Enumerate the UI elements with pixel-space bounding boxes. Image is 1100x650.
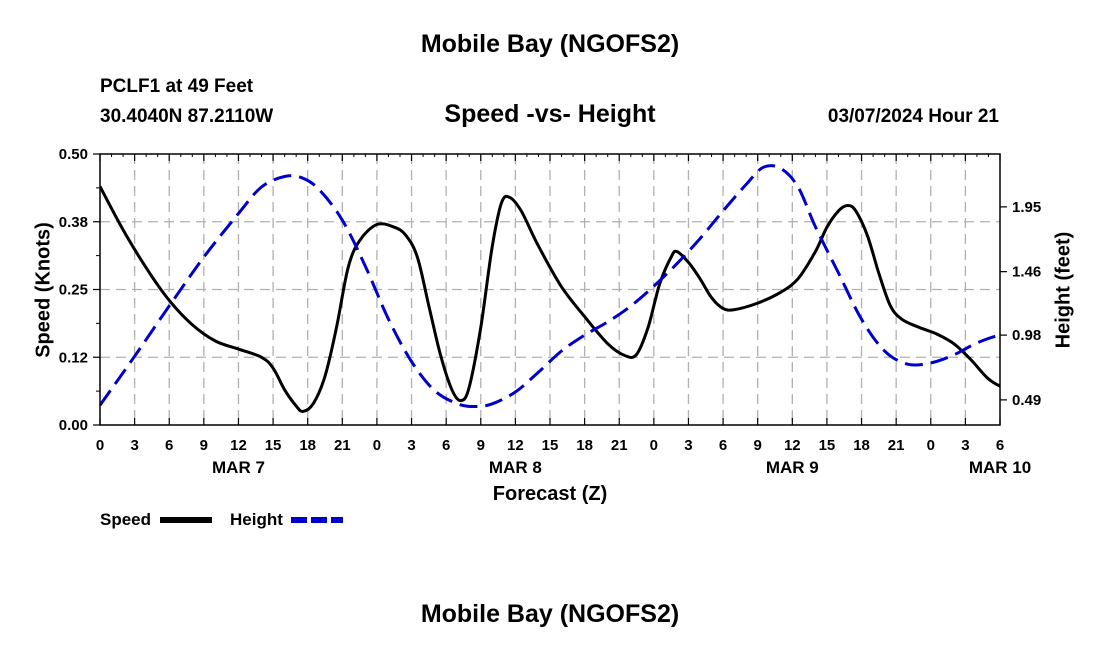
- series-group: [100, 164, 1000, 413]
- date-label: MAR 7: [212, 458, 265, 477]
- x-tick-label: 15: [542, 437, 559, 454]
- y-tick-label: 0.12: [59, 349, 88, 366]
- speed-line: [100, 185, 1000, 413]
- x-tick-label: 21: [334, 437, 351, 454]
- x-tick-label: 0: [650, 437, 658, 454]
- x-tick-label: 15: [819, 437, 836, 454]
- y-tick-label: 0.00: [59, 417, 88, 434]
- x-tick-label: 3: [130, 437, 138, 454]
- y2-tick-label: 0.49: [1012, 392, 1041, 409]
- date-label: MAR 10: [969, 458, 1031, 477]
- x-tick-label: 18: [576, 437, 593, 454]
- x-tick-label: 9: [477, 437, 485, 454]
- bottom-title: Mobile Bay (NGOFS2): [420, 600, 680, 628]
- y2-tick-label: 1.95: [1012, 199, 1041, 216]
- x-tick-label: 0: [96, 437, 104, 454]
- x-tick-label: 15: [265, 437, 282, 454]
- legend-speed-label: Speed: [100, 510, 151, 529]
- x-tick-label: 18: [853, 437, 870, 454]
- legend: Speed Height: [100, 510, 343, 529]
- x-tick-label: 12: [784, 437, 801, 454]
- x-tick-label: 9: [754, 437, 762, 454]
- grid: [100, 154, 1000, 425]
- date-label: MAR 9: [766, 458, 819, 477]
- station-label: PCLF1 at 49 Feet: [100, 76, 254, 97]
- y-axis-title: Speed (Knots): [32, 222, 54, 358]
- x-tick-label: 12: [230, 437, 247, 454]
- y2-axis-title: Height (feet): [1052, 232, 1074, 349]
- x-tick-label: 6: [442, 437, 450, 454]
- x-tick-label: 3: [407, 437, 415, 454]
- x-tick-label: 6: [996, 437, 1004, 454]
- axes: 0 3 6 9 12 15 18 21 0 3 6 9 12 15 18 21 0 3 6 9 12 15 18 21 0 3 6 0…: [59, 146, 1041, 477]
- y-tick-label: 0.38: [59, 214, 88, 231]
- x-tick-label: 12: [507, 437, 524, 454]
- x-tick-label: 21: [611, 437, 628, 454]
- x-tick-label: 3: [961, 437, 969, 454]
- x-tick-label: 6: [165, 437, 173, 454]
- y-tick-label: 0.25: [59, 282, 88, 299]
- y2-tick-label: 0.98: [1012, 327, 1041, 344]
- coords-label: 30.4040N 87.2110W: [100, 106, 274, 127]
- datetime-label: 03/07/2024 Hour 21: [827, 106, 999, 127]
- x-tick-label: 18: [299, 437, 316, 454]
- y2-tick-label: 1.46: [1012, 264, 1041, 281]
- chart-main-title: Mobile Bay (NGOFS2): [420, 30, 680, 58]
- y-tick-label: 0.50: [59, 146, 88, 163]
- legend-height-label: Height: [230, 510, 283, 529]
- chart-subtitle: Speed -vs- Height: [444, 100, 656, 128]
- x-tick-label: 6: [719, 437, 727, 454]
- x-tick-label: 21: [888, 437, 905, 454]
- x-tick-label: 9: [200, 437, 208, 454]
- x-tick-label: 3: [684, 437, 692, 454]
- date-label: MAR 8: [489, 458, 542, 477]
- x-tick-label: 0: [927, 437, 935, 454]
- x-tick-label: 0: [373, 437, 381, 454]
- height-line: [100, 164, 1000, 408]
- x-axis-title: Forecast (Z): [493, 483, 607, 505]
